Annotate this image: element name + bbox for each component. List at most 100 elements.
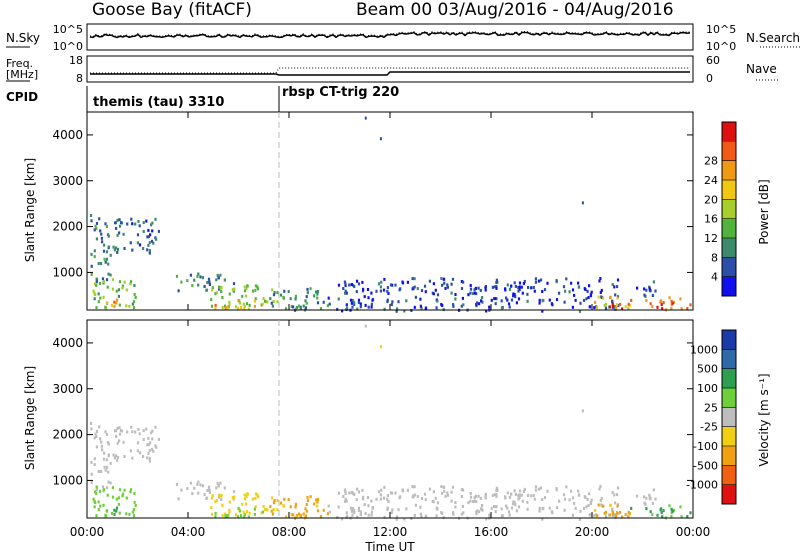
data-cell xyxy=(386,300,389,303)
data-cell xyxy=(645,288,648,292)
data-cell xyxy=(505,504,508,508)
data-cell xyxy=(357,490,361,494)
colorbar-tick-label: 16 xyxy=(704,213,718,226)
data-cell xyxy=(473,288,476,292)
nave-right-tick-top: 60 xyxy=(706,54,720,67)
data-cell xyxy=(619,302,622,306)
data-cell xyxy=(276,508,279,512)
data-cell xyxy=(351,513,354,517)
data-cell xyxy=(136,241,139,245)
data-cell xyxy=(210,304,214,308)
data-cell xyxy=(424,515,427,519)
data-cell xyxy=(680,307,683,311)
data-cell xyxy=(382,496,386,500)
data-cell xyxy=(150,239,154,243)
data-cell xyxy=(481,300,484,304)
data-cell xyxy=(254,288,257,292)
data-cell xyxy=(344,284,347,287)
data-cell xyxy=(689,303,692,307)
station-title: Goose Bay (fitACF) xyxy=(92,0,252,20)
data-cell xyxy=(651,502,654,505)
data-cell xyxy=(350,301,353,305)
data-cell xyxy=(512,292,515,296)
data-cell xyxy=(588,492,591,496)
data-cell xyxy=(197,272,200,276)
data-cell xyxy=(473,291,476,295)
data-cell xyxy=(578,493,581,497)
data-cell xyxy=(590,498,593,502)
data-cell xyxy=(645,507,648,511)
data-cell xyxy=(131,302,134,306)
data-cell xyxy=(129,490,132,494)
data-cell xyxy=(104,222,107,226)
data-cell xyxy=(90,264,93,268)
data-cell xyxy=(367,504,370,508)
data-cell xyxy=(103,465,106,469)
data-cell xyxy=(142,221,145,225)
data-cell xyxy=(510,284,513,288)
data-cell xyxy=(115,289,118,293)
data-cell xyxy=(452,304,455,308)
data-cell xyxy=(450,490,453,494)
data-cell xyxy=(282,296,285,300)
data-cell xyxy=(118,439,121,443)
data-cell xyxy=(129,449,132,453)
data-point xyxy=(581,409,584,413)
data-cell xyxy=(89,422,93,425)
data-cell xyxy=(233,287,236,291)
data-cell xyxy=(107,262,110,266)
data-cell xyxy=(243,305,246,309)
data-cell xyxy=(207,277,211,281)
data-cell xyxy=(551,511,554,515)
data-cell xyxy=(579,301,582,305)
data-cell xyxy=(122,232,125,236)
data-cell xyxy=(477,286,480,290)
data-cell xyxy=(446,285,449,289)
data-cell xyxy=(90,480,93,484)
data-cell xyxy=(656,305,659,309)
data-cell xyxy=(423,284,427,288)
data-cell xyxy=(558,499,561,503)
data-cell xyxy=(270,301,273,305)
x-tick-label: 16:00 xyxy=(474,525,509,539)
data-cell xyxy=(510,492,513,496)
data-cell xyxy=(514,295,517,299)
data-cell xyxy=(122,440,125,444)
data-cell xyxy=(537,487,541,491)
data-cell xyxy=(95,227,98,230)
data-cell xyxy=(573,293,576,297)
data-cell xyxy=(590,290,593,294)
data-cell xyxy=(353,509,356,513)
data-cell xyxy=(451,485,455,489)
data-cell xyxy=(460,280,463,283)
data-cell xyxy=(538,301,541,305)
data-cell xyxy=(413,277,416,281)
data-cell xyxy=(201,276,205,280)
data-cell xyxy=(594,508,597,512)
data-cell xyxy=(672,300,675,304)
data-cell xyxy=(598,279,601,283)
data-cell xyxy=(137,427,140,431)
data-cell xyxy=(95,237,98,241)
data-cell xyxy=(146,235,149,239)
data-cell xyxy=(138,451,142,455)
data-cell xyxy=(289,505,292,509)
data-cell xyxy=(446,493,449,497)
data-cell xyxy=(215,291,218,295)
data-cell xyxy=(643,495,646,499)
data-cell xyxy=(279,293,283,297)
data-cell xyxy=(500,306,504,310)
data-cell xyxy=(603,303,606,307)
data-point xyxy=(364,116,367,120)
data-cell xyxy=(356,487,359,491)
data-cell xyxy=(305,301,308,305)
data-cell xyxy=(379,493,382,497)
data-cell xyxy=(534,280,537,284)
data-cell xyxy=(240,514,243,518)
data-cell xyxy=(186,487,189,491)
data-cell xyxy=(574,298,577,302)
data-cell xyxy=(146,443,149,447)
data-cell xyxy=(541,498,544,501)
data-cell xyxy=(490,298,493,302)
data-cell xyxy=(105,486,109,490)
